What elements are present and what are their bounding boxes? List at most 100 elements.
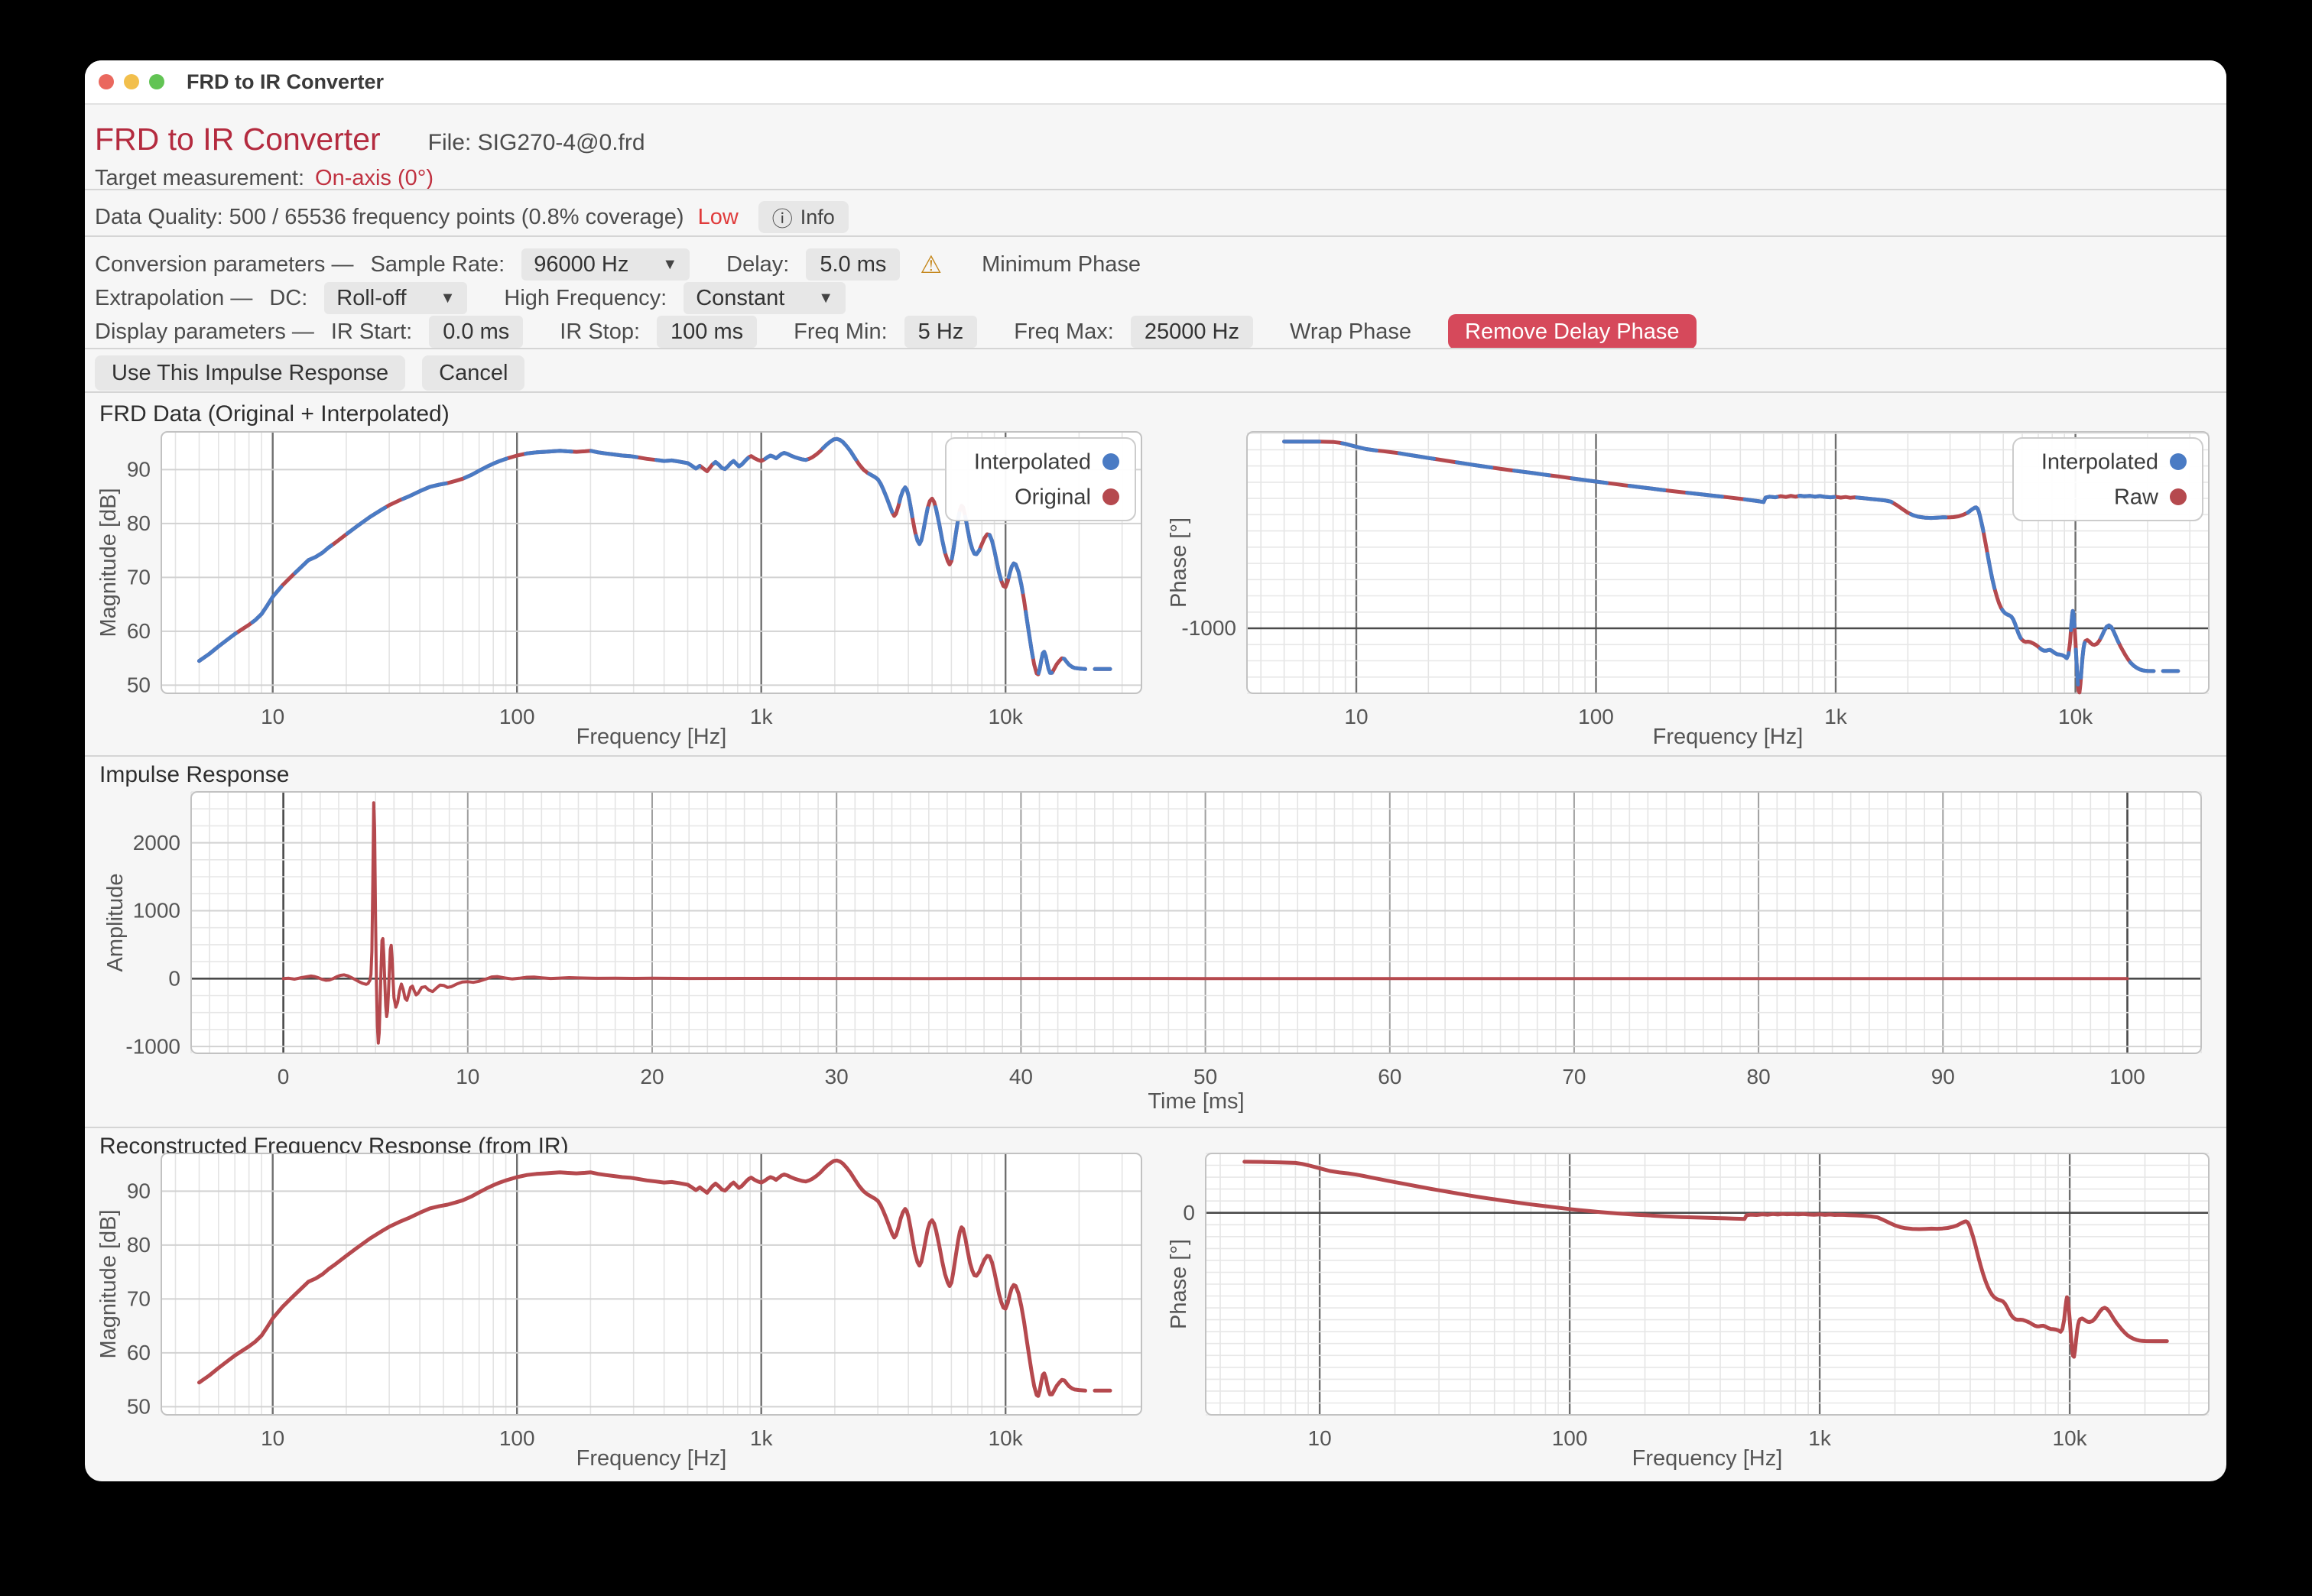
- svg-text:Original: Original: [1015, 485, 1091, 510]
- recon-phase-chart: 101001k10k0Frequency [Hz]Phase [°]: [1163, 1146, 2218, 1478]
- svg-text:60: 60: [1378, 1065, 1401, 1088]
- ir-stop-input[interactable]: 100 ms: [657, 316, 757, 348]
- target-value: On-axis (0°): [315, 166, 434, 191]
- chevron-down-icon: ▼: [440, 290, 456, 307]
- svg-text:Amplitude: Amplitude: [103, 874, 128, 972]
- svg-text:Interpolated: Interpolated: [2041, 450, 2158, 475]
- remove-delay-phase-button[interactable]: Remove Delay Phase: [1448, 314, 1696, 349]
- high-frequency-label: High Frequency:: [504, 286, 667, 311]
- sample-rate-select[interactable]: 96000 Hz ▼: [521, 248, 690, 281]
- svg-text:1k: 1k: [750, 705, 774, 728]
- extrapolation-params-row: Extrapolation — DC: Roll-off ▼ High Freq…: [95, 282, 2216, 314]
- svg-text:80: 80: [1747, 1065, 1771, 1088]
- display-group-label: Display parameters —: [95, 320, 314, 345]
- svg-text:0: 0: [1183, 1201, 1195, 1225]
- svg-text:80: 80: [127, 511, 151, 535]
- svg-text:10k: 10k: [989, 1426, 1024, 1450]
- svg-text:60: 60: [127, 1341, 151, 1364]
- svg-text:70: 70: [1562, 1065, 1586, 1088]
- maximize-button[interactable]: [149, 74, 164, 89]
- svg-text:1k: 1k: [1808, 1426, 1832, 1450]
- svg-text:0: 0: [168, 967, 180, 991]
- svg-text:Phase [°]: Phase [°]: [1167, 1239, 1191, 1329]
- freq-min-label: Freq Min:: [794, 320, 887, 345]
- svg-text:10k: 10k: [989, 705, 1024, 728]
- freq-min-input[interactable]: 5 Hz: [904, 316, 978, 348]
- app-window: FRD to IR Converter FRD to IR Converter …: [85, 60, 2226, 1481]
- svg-text:Frequency [Hz]: Frequency [Hz]: [576, 725, 727, 749]
- page-title: FRD to IR Converter: [95, 122, 381, 157]
- svg-text:90: 90: [1931, 1065, 1955, 1088]
- svg-text:Magnitude [dB]: Magnitude [dB]: [96, 1209, 121, 1358]
- svg-text:60: 60: [127, 619, 151, 643]
- svg-text:40: 40: [1009, 1065, 1033, 1088]
- svg-text:Frequency [Hz]: Frequency [Hz]: [1653, 725, 1804, 749]
- frd-magnitude-chart: 101001k10k5060708090Frequency [Hz]Magnit…: [93, 424, 1151, 757]
- svg-text:50: 50: [127, 673, 151, 697]
- impulse-response-chart: 0102030405060708090100-1000010002000Time…: [99, 784, 2212, 1121]
- conversion-params-row: Conversion parameters — Sample Rate: 960…: [95, 248, 2216, 281]
- svg-text:1k: 1k: [750, 1426, 774, 1450]
- svg-text:Magnitude [dB]: Magnitude [dB]: [96, 488, 121, 637]
- data-quality-text: Data Quality: 500 / 65536 frequency poin…: [95, 205, 684, 230]
- header-row: FRD to IR Converter File: SIG270-4@0.frd: [95, 122, 2216, 157]
- high-frequency-select[interactable]: Constant ▼: [684, 282, 846, 314]
- minimum-phase-toggle[interactable]: Minimum Phase: [982, 252, 1141, 277]
- warning-icon: ⚠: [920, 250, 942, 279]
- data-quality-row: Data Quality: 500 / 65536 frequency poin…: [95, 201, 2216, 233]
- freq-max-label: Freq Max:: [1014, 320, 1114, 345]
- frd-section-title: FRD Data (Original + Interpolated): [99, 401, 450, 427]
- divider: [85, 755, 2226, 757]
- divider: [85, 235, 2226, 237]
- svg-text:50: 50: [1193, 1065, 1217, 1088]
- svg-text:100: 100: [499, 705, 535, 728]
- use-impulse-response-button[interactable]: Use This Impulse Response: [95, 355, 405, 391]
- close-button[interactable]: [99, 74, 114, 89]
- chevron-down-icon: ▼: [662, 256, 677, 274]
- svg-text:Frequency [Hz]: Frequency [Hz]: [576, 1446, 727, 1471]
- display-params-row: Display parameters — IR Start: 0.0 ms IR…: [95, 314, 2216, 349]
- cancel-button[interactable]: Cancel: [422, 355, 524, 391]
- conversion-group-label: Conversion parameters —: [95, 252, 353, 277]
- target-row: Target measurement: On-axis (0°): [95, 166, 2216, 191]
- divider: [85, 1127, 2226, 1128]
- svg-text:-1000: -1000: [1181, 616, 1236, 640]
- delay-input[interactable]: 5.0 ms: [806, 248, 900, 281]
- svg-text:10: 10: [456, 1065, 479, 1088]
- chevron-down-icon: ▼: [818, 290, 833, 307]
- svg-text:80: 80: [127, 1233, 151, 1257]
- svg-text:90: 90: [127, 458, 151, 482]
- sample-rate-label: Sample Rate:: [370, 252, 505, 277]
- svg-text:90: 90: [127, 1179, 151, 1203]
- svg-text:100: 100: [2109, 1065, 2145, 1088]
- svg-text:2000: 2000: [133, 831, 180, 855]
- svg-text:30: 30: [825, 1065, 849, 1088]
- svg-text:100: 100: [1578, 705, 1614, 728]
- svg-text:10: 10: [1308, 1426, 1332, 1450]
- svg-text:Interpolated: Interpolated: [974, 450, 1091, 475]
- dc-select[interactable]: Roll-off ▼: [324, 282, 467, 314]
- svg-text:100: 100: [1552, 1426, 1588, 1450]
- svg-text:50: 50: [127, 1395, 151, 1419]
- svg-text:10: 10: [1344, 705, 1368, 728]
- target-label: Target measurement:: [95, 166, 304, 191]
- svg-text:Raw: Raw: [2114, 485, 2159, 510]
- ir-start-input[interactable]: 0.0 ms: [429, 316, 523, 348]
- svg-text:100: 100: [499, 1426, 535, 1450]
- svg-text:70: 70: [127, 566, 151, 589]
- info-icon: ⓘ: [772, 203, 793, 232]
- divider: [85, 348, 2226, 349]
- extrapolation-group-label: Extrapolation —: [95, 286, 252, 311]
- freq-max-input[interactable]: 25000 Hz: [1131, 316, 1253, 348]
- divider: [85, 391, 2226, 393]
- recon-magnitude-chart: 101001k10k5060708090Frequency [Hz]Magnit…: [93, 1146, 1151, 1478]
- wrap-phase-toggle[interactable]: Wrap Phase: [1290, 320, 1411, 345]
- svg-text:10k: 10k: [2053, 1426, 2088, 1450]
- ir-start-label: IR Start:: [331, 320, 412, 345]
- actions-row: Use This Impulse Response Cancel: [95, 355, 2216, 391]
- minimize-button[interactable]: [124, 74, 139, 89]
- delay-label: Delay:: [726, 252, 789, 277]
- info-button[interactable]: ⓘ Info: [758, 201, 849, 233]
- titlebar: FRD to IR Converter: [85, 60, 2226, 105]
- quality-level-badge: Low: [698, 205, 739, 230]
